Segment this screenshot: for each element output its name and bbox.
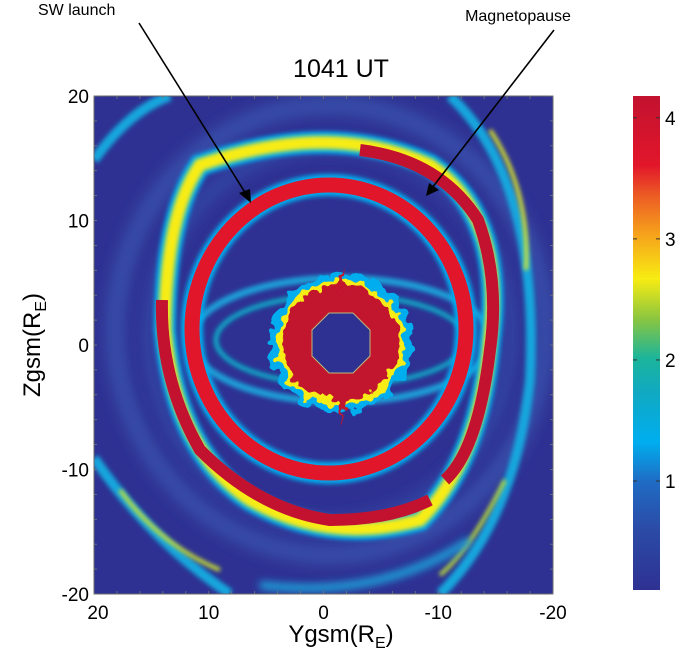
y-tick-label: -20 <box>62 585 89 606</box>
x-axis-label-sub: E <box>375 635 386 652</box>
chart-title: 1041 UT <box>293 55 389 83</box>
faint-wave-ring <box>108 98 552 562</box>
magnetopause-band <box>155 299 433 527</box>
sw-launch-arrow <box>138 22 251 203</box>
colorbar-tick-label: 2 <box>665 351 676 372</box>
plasmasphere-core <box>269 268 413 425</box>
colorbar-ticks: 4 3 2 1 <box>633 109 676 493</box>
colorbar-tick-label: 4 <box>665 109 676 130</box>
y-tick-label: 20 <box>68 87 89 108</box>
y-axis: 20 10 0 -10 -20 <box>62 87 553 606</box>
x-axis-label: Ygsm(RE) <box>288 621 393 652</box>
outer-wave-arc-core <box>488 128 529 271</box>
plot-area <box>94 96 553 594</box>
magnetopause-band <box>359 144 500 485</box>
x-tick-label: 0 <box>318 603 329 624</box>
colorbar-tick-label: 1 <box>665 472 676 493</box>
colorbar-tick-label: 3 <box>665 230 676 251</box>
y-axis-label: Zgsm(RE) <box>19 293 50 397</box>
x-tick-label: 10 <box>198 603 219 624</box>
lower-wave-arc <box>259 536 473 592</box>
outer-wave-arc-core <box>118 488 221 572</box>
inner-boundary-mask <box>311 312 371 374</box>
y-tick-label: 10 <box>68 212 89 233</box>
sw-launch-ring <box>184 177 474 481</box>
magnetopause-arrow <box>426 29 555 196</box>
x-tick-label: 20 <box>87 603 108 624</box>
x-axis: 20 10 0 -10 -20 <box>87 96 567 624</box>
x-tick-label: -10 <box>425 603 452 624</box>
annotation-sw-launch: SW launch <box>38 2 115 19</box>
colorbar <box>633 96 660 590</box>
outer-wave-arc <box>94 96 172 163</box>
x-tick-label: -20 <box>539 603 566 624</box>
outer-wave-arc <box>94 455 233 594</box>
y-axis-label-sub: E <box>33 301 50 312</box>
outer-wave-arc-core <box>438 479 507 577</box>
annotation-magnetopause: Magnetopause <box>465 8 571 25</box>
y-tick-label: 0 <box>78 336 89 357</box>
y-tick-label: -10 <box>62 461 89 482</box>
outer-wave-arc <box>436 96 536 594</box>
